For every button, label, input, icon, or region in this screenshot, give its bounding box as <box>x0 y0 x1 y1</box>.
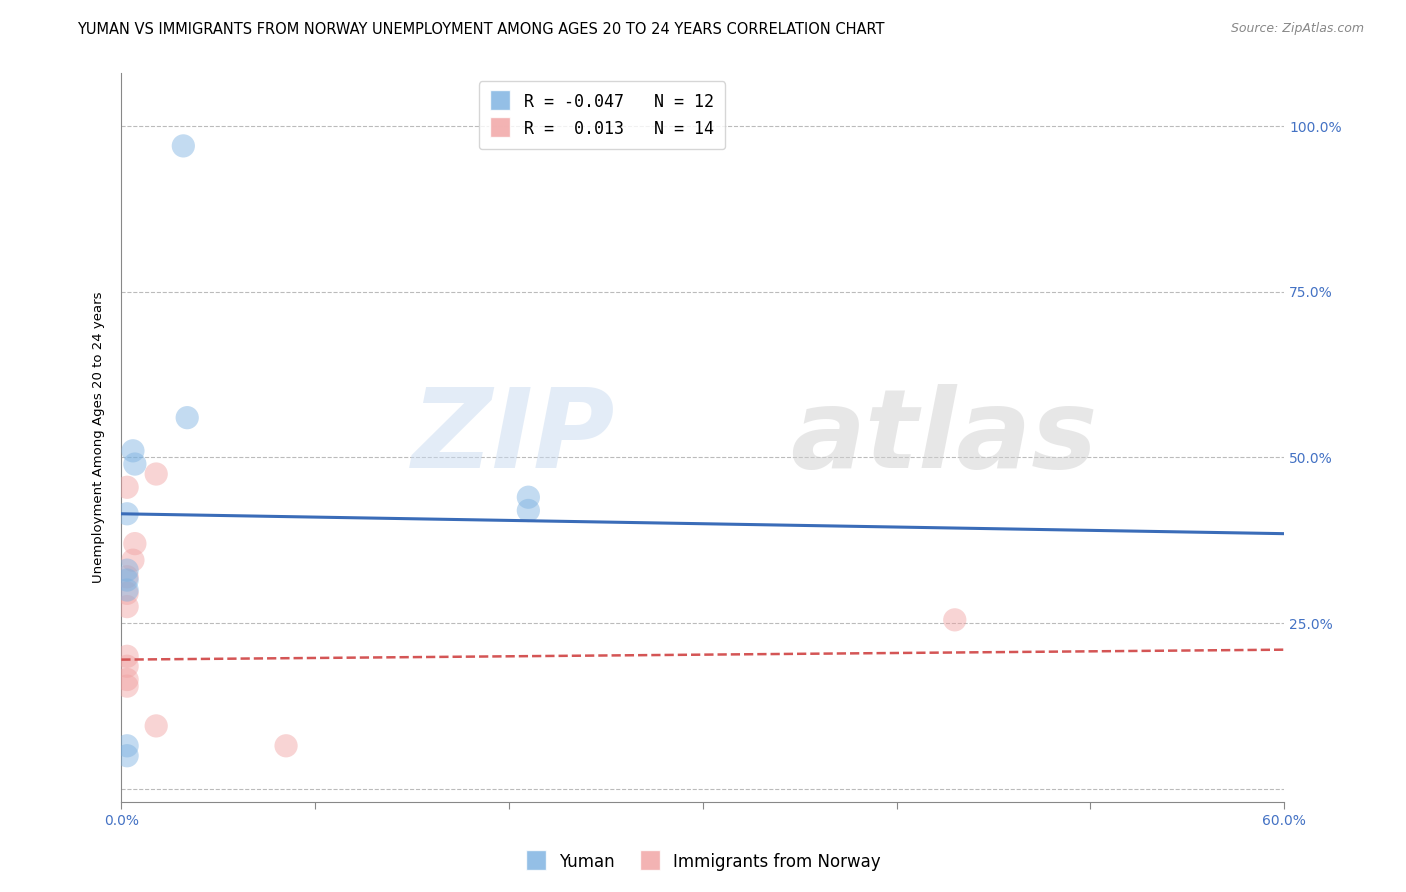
Point <box>115 570 138 584</box>
Point <box>172 139 194 153</box>
Legend: R = -0.047   N = 12, R =  0.013   N = 14: R = -0.047 N = 12, R = 0.013 N = 14 <box>478 81 725 149</box>
Point <box>115 659 138 673</box>
Point <box>115 586 138 600</box>
Point <box>124 457 146 471</box>
Point <box>115 748 138 763</box>
Point <box>176 410 198 425</box>
Point <box>115 673 138 687</box>
Text: Source: ZipAtlas.com: Source: ZipAtlas.com <box>1230 22 1364 36</box>
Point <box>943 613 966 627</box>
Y-axis label: Unemployment Among Ages 20 to 24 years: Unemployment Among Ages 20 to 24 years <box>93 292 105 583</box>
Text: YUMAN VS IMMIGRANTS FROM NORWAY UNEMPLOYMENT AMONG AGES 20 TO 24 YEARS CORRELATI: YUMAN VS IMMIGRANTS FROM NORWAY UNEMPLOY… <box>77 22 884 37</box>
Point <box>115 507 138 521</box>
Point <box>115 739 138 753</box>
Point <box>145 719 167 733</box>
Point <box>115 679 138 693</box>
Point <box>124 536 146 550</box>
Point <box>115 563 138 577</box>
Text: atlas: atlas <box>790 384 1098 491</box>
Point <box>115 582 138 597</box>
Point <box>122 443 145 458</box>
Text: ZIP: ZIP <box>412 384 616 491</box>
Legend: Yuman, Immigrants from Norway: Yuman, Immigrants from Norway <box>517 845 889 880</box>
Point <box>115 573 138 587</box>
Point <box>517 490 540 504</box>
Point <box>274 739 297 753</box>
Point <box>115 480 138 494</box>
Point <box>122 553 145 567</box>
Point <box>115 599 138 614</box>
Point <box>517 503 540 517</box>
Point <box>115 649 138 664</box>
Point <box>145 467 167 481</box>
